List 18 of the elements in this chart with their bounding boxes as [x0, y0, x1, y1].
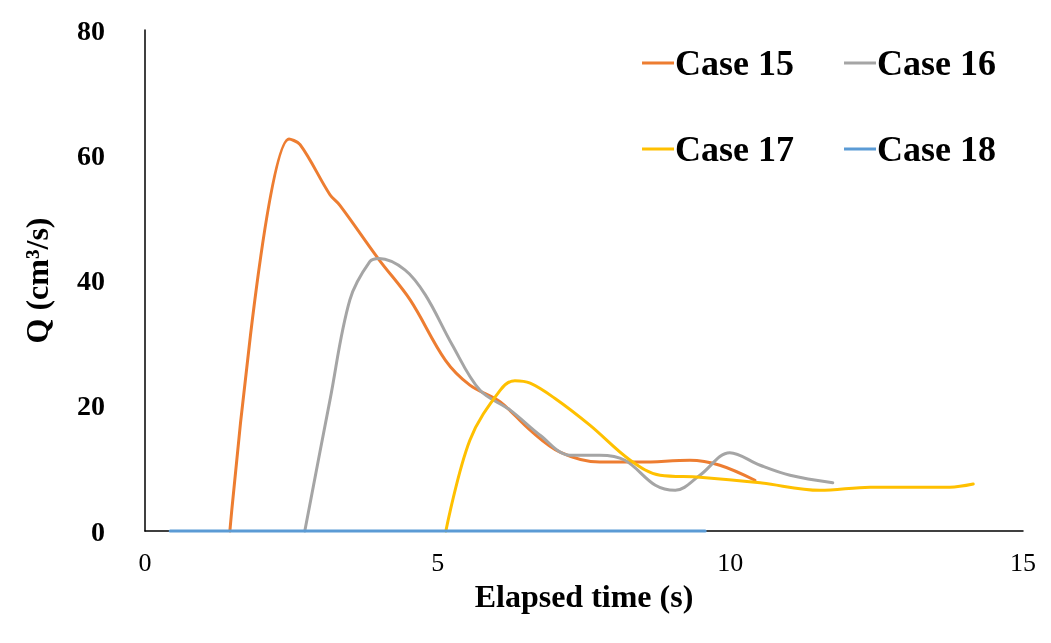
x-tick-label: 10	[717, 547, 744, 577]
y-tick-label: 60	[77, 139, 105, 171]
y-tick-label: 40	[77, 265, 105, 296]
x-axis-title: Elapsed time (s)	[474, 577, 694, 614]
line-series	[303, 257, 835, 533]
line-series	[444, 379, 975, 533]
y-axis-title: Q (cm³/s)	[19, 217, 55, 344]
legend-label: Case 17	[675, 129, 795, 169]
x-tick-label: 0	[138, 547, 152, 577]
legend-label: Case 18	[877, 129, 997, 169]
y-tick-label: 0	[91, 515, 105, 547]
x-tick-label: 15	[1010, 547, 1036, 577]
legend-label: Case 16	[877, 43, 997, 83]
legend-label: Case 15	[675, 43, 795, 83]
x-tick-label: 5	[431, 547, 445, 577]
y-tick-label: 20	[77, 390, 105, 422]
line-series	[228, 137, 757, 533]
y-tick-label: 80	[77, 14, 105, 46]
